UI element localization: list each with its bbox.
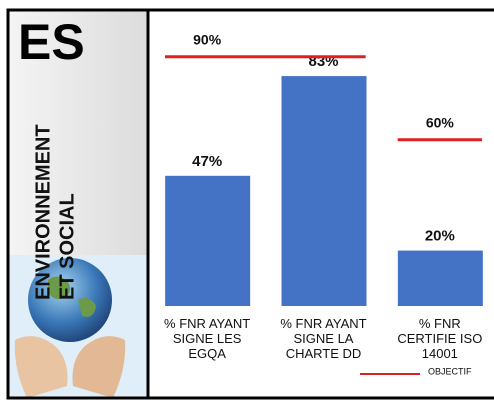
x-tick-label: % FNR AYANT SIGNE LES EGQA	[149, 316, 265, 361]
sidebar-line: ET SOCIAL	[56, 193, 78, 300]
sidebar-title: ES	[18, 14, 85, 70]
bar	[398, 251, 483, 306]
objective-label: 90%	[193, 31, 222, 47]
bar	[165, 176, 250, 306]
x-tick-label: % FNR AYANT SIGNE LA CHARTE DD	[266, 316, 382, 361]
page: ES ENVIRONNEMENT ET SOCIAL 47%83%20%90%6…	[0, 0, 494, 404]
legend-label: OBJECTIF	[428, 366, 472, 376]
bar	[282, 76, 367, 306]
sidebar-line: ENVIRONNEMENT	[32, 124, 54, 300]
x-tick-label: % FNR CERTIFIE ISO 14001	[382, 316, 494, 361]
value-label: 20%	[425, 228, 455, 245]
value-label: 47%	[192, 153, 222, 170]
objective-label: 60%	[426, 115, 455, 131]
